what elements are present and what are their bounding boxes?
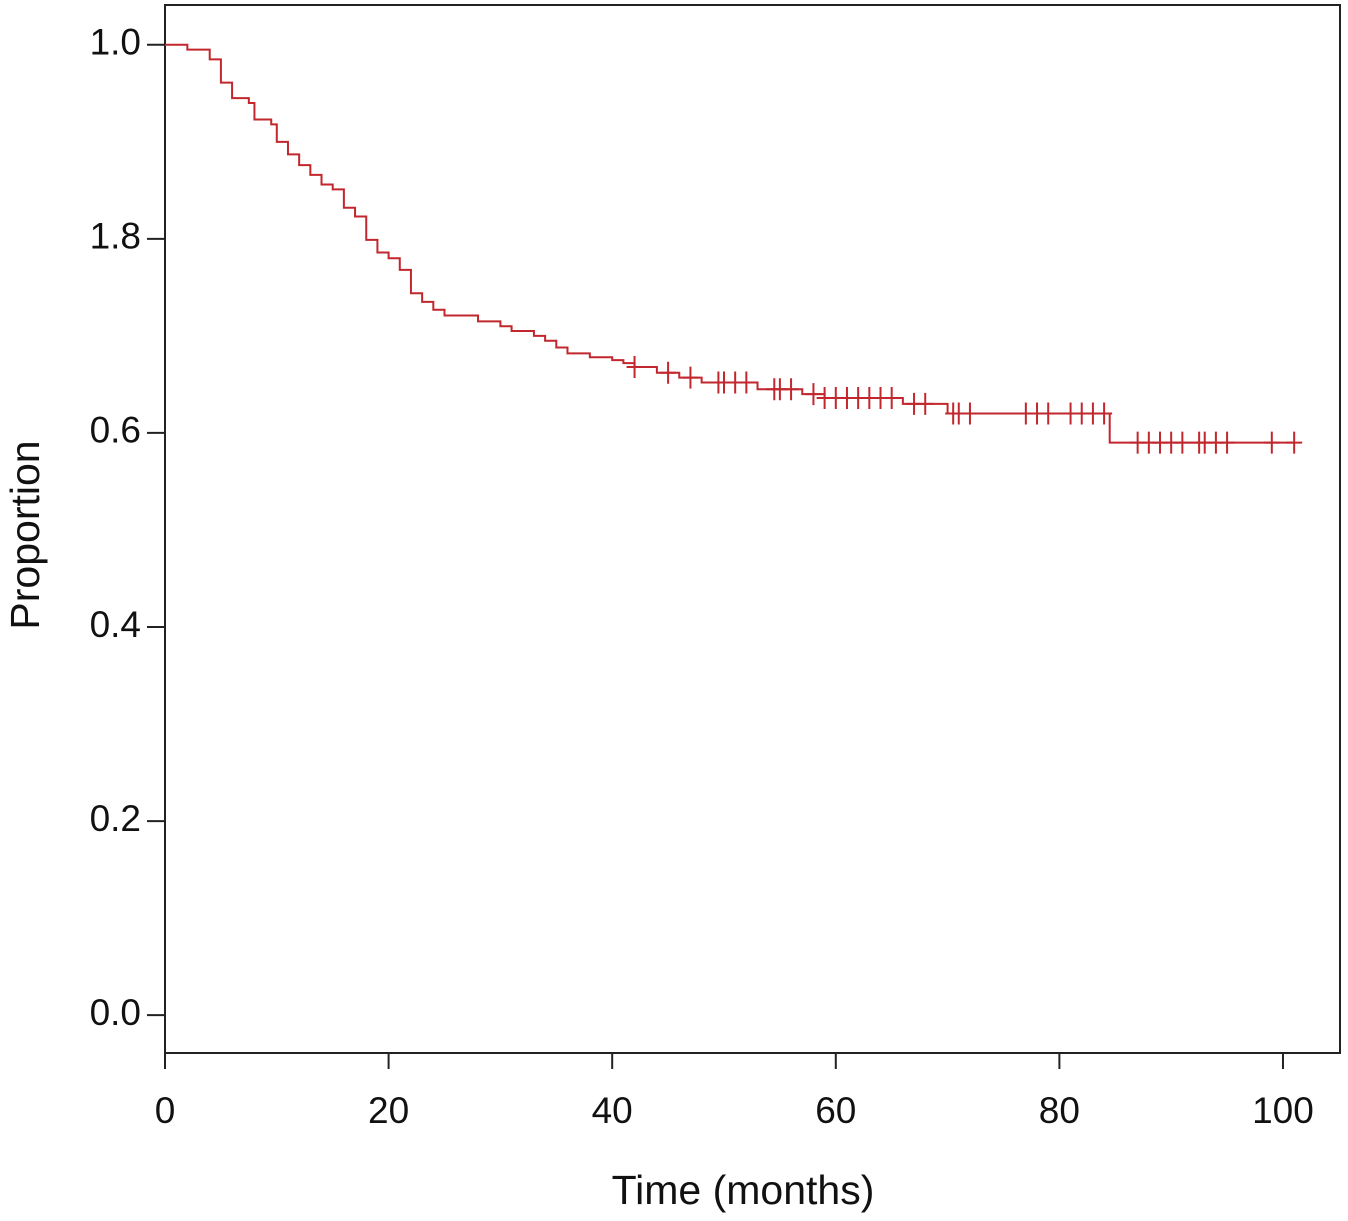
censor-mark bbox=[1040, 402, 1057, 425]
censor-mark bbox=[660, 361, 677, 384]
censor-mark bbox=[626, 355, 643, 378]
censor-mark bbox=[917, 392, 934, 415]
x-tick-label: 20 bbox=[368, 1090, 409, 1131]
x-tick-label: 60 bbox=[815, 1090, 856, 1131]
x-tick-label: 100 bbox=[1252, 1090, 1314, 1131]
censor-mark bbox=[1263, 431, 1280, 454]
y-tick-label: 0.6 bbox=[90, 410, 141, 451]
censor-mark bbox=[1286, 431, 1303, 454]
x-tick-label: 0 bbox=[155, 1090, 176, 1131]
x-tick-label: 40 bbox=[592, 1090, 633, 1131]
y-tick-label: 1.8 bbox=[90, 216, 141, 257]
censor-mark bbox=[738, 371, 755, 394]
x-tick-label: 80 bbox=[1039, 1090, 1080, 1131]
censor-mark bbox=[1174, 431, 1191, 454]
censor-mark bbox=[783, 378, 800, 401]
censor-mark bbox=[883, 387, 900, 409]
x-axis-label: Time (months) bbox=[612, 1167, 875, 1213]
y-tick-label: 0.4 bbox=[90, 604, 141, 645]
y-tick-label: 0.2 bbox=[90, 798, 141, 839]
censor-mark bbox=[1219, 431, 1236, 454]
censor-mark bbox=[961, 402, 978, 425]
y-axis-label: Proportion bbox=[2, 440, 48, 629]
plot-frame bbox=[164, 4, 1341, 1054]
censor-mark bbox=[682, 366, 699, 389]
censor-mark bbox=[805, 383, 822, 406]
y-tick-label: 1.0 bbox=[90, 22, 141, 63]
y-tick-label: 0.0 bbox=[90, 992, 141, 1033]
censor-mark bbox=[1096, 402, 1113, 425]
